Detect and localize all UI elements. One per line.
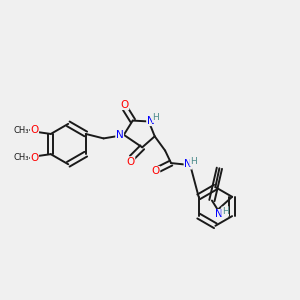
Text: O: O xyxy=(30,125,38,135)
Text: H: H xyxy=(190,157,197,166)
Text: N: N xyxy=(147,116,154,126)
Text: N: N xyxy=(215,209,223,220)
Text: N: N xyxy=(184,159,192,169)
Text: CH₃: CH₃ xyxy=(13,153,29,162)
Text: O: O xyxy=(30,153,38,163)
Text: CH₃: CH₃ xyxy=(13,126,29,135)
Text: O: O xyxy=(121,100,129,110)
Text: H: H xyxy=(222,207,229,216)
Text: H: H xyxy=(152,113,159,122)
Text: N: N xyxy=(116,130,124,140)
Text: O: O xyxy=(152,167,160,176)
Text: O: O xyxy=(127,157,135,167)
